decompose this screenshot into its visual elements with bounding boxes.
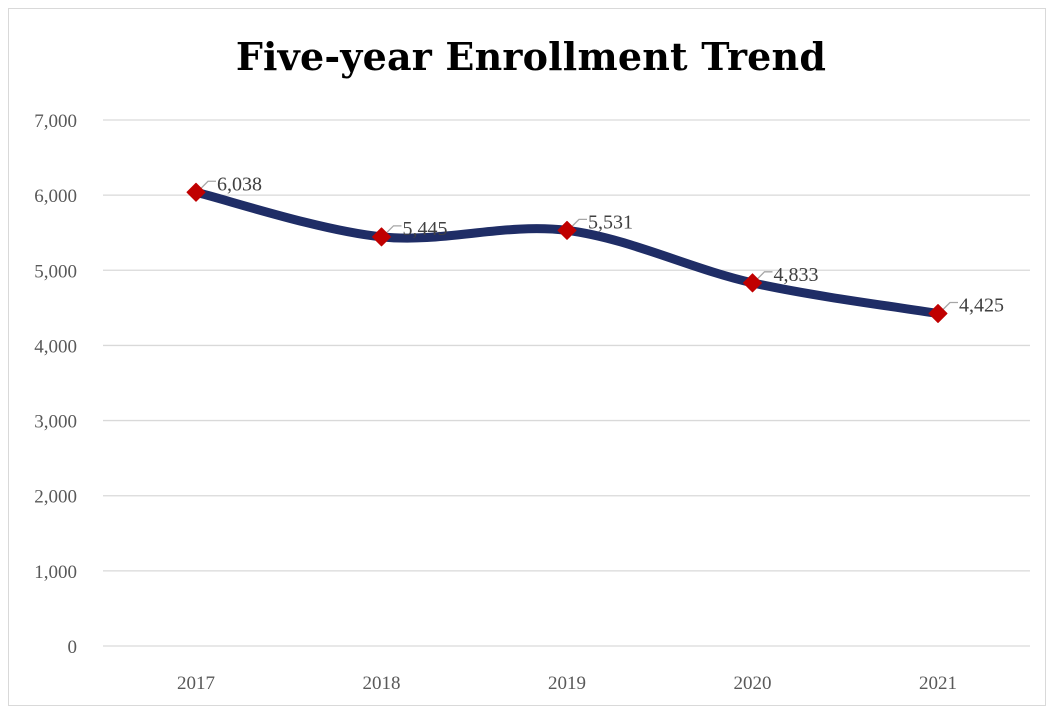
data-label-leader bbox=[942, 301, 958, 310]
chart-frame bbox=[8, 8, 1046, 706]
data-point-marker bbox=[928, 303, 948, 323]
data-point-marker bbox=[372, 227, 391, 247]
data-label-leader bbox=[200, 180, 216, 189]
data-label-leader bbox=[386, 225, 402, 234]
x-tick-label: 2017 bbox=[177, 673, 215, 694]
chart-title: Five-year Enrollment Trend bbox=[235, 34, 827, 79]
data-label-leaders bbox=[200, 180, 958, 310]
y-tick-label: 3,000 bbox=[34, 412, 77, 433]
data-label-leader bbox=[571, 218, 587, 227]
data-point-marker bbox=[743, 273, 762, 293]
gridlines bbox=[103, 119, 1030, 647]
y-tick-label: 6,000 bbox=[34, 186, 77, 207]
y-axis-tick-labels: 0 1,000 2,000 3,000 4,000 5,000 6,000 7,000 bbox=[34, 111, 77, 658]
x-tick-label: 2020 bbox=[734, 673, 772, 694]
y-tick-label: 2,000 bbox=[34, 487, 77, 508]
y-tick-label: 4,000 bbox=[34, 336, 77, 357]
y-tick-label: 0 bbox=[68, 637, 78, 658]
data-label: 6,038 bbox=[217, 173, 262, 195]
data-label: 5,445 bbox=[403, 218, 448, 240]
data-markers bbox=[186, 182, 948, 323]
data-label: 4,833 bbox=[774, 264, 819, 286]
data-label: 4,425 bbox=[959, 294, 1004, 316]
data-point-marker bbox=[557, 220, 577, 240]
y-tick-label: 1,000 bbox=[34, 562, 77, 583]
data-labels: 6,038 5,445 5,531 4,833 4,425 bbox=[217, 173, 1004, 316]
series-line bbox=[191, 187, 943, 318]
x-axis-tick-labels: 2017 2018 2019 2020 2021 bbox=[177, 673, 957, 694]
data-point-marker bbox=[186, 182, 206, 202]
x-tick-label: 2019 bbox=[548, 673, 586, 694]
data-label: 5,531 bbox=[588, 211, 633, 233]
series-line-group bbox=[191, 187, 943, 318]
x-tick-label: 2018 bbox=[363, 673, 401, 694]
y-tick-label: 7,000 bbox=[34, 111, 77, 132]
x-tick-label: 2021 bbox=[919, 673, 957, 694]
y-tick-label: 5,000 bbox=[34, 261, 77, 282]
data-label-leader bbox=[757, 271, 773, 280]
